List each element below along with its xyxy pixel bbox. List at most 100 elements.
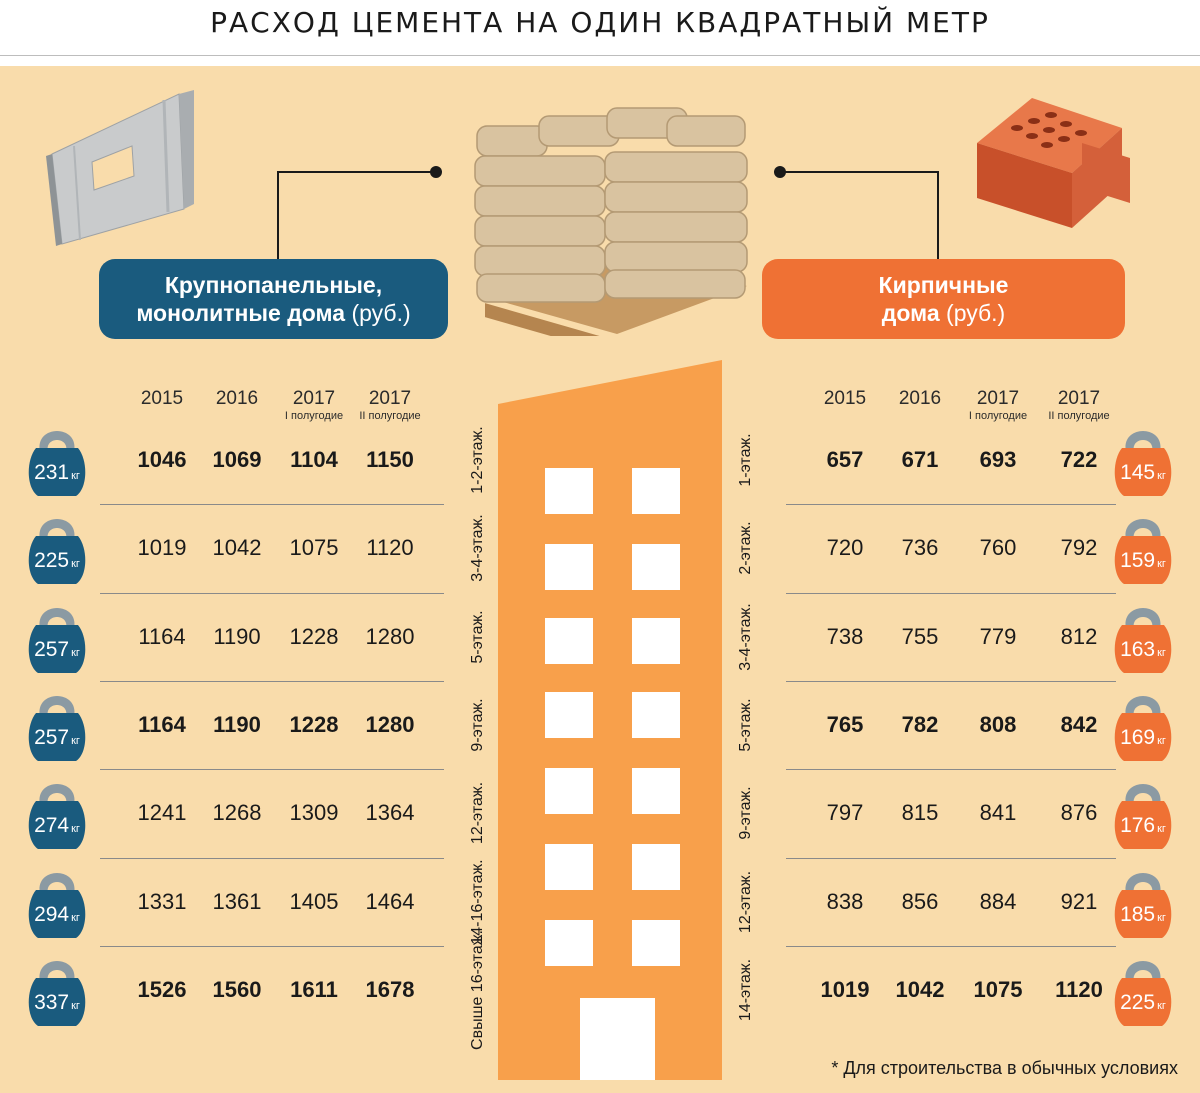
right-price-cell: 876 <box>1060 800 1098 826</box>
building-illustration <box>498 360 722 1080</box>
left-row-divider <box>100 857 444 859</box>
left-weight-badge: 337 кг <box>28 948 86 1026</box>
left-column-header: 2017 II полугодие <box>350 388 430 422</box>
right-weight-value: 169 кг <box>1114 726 1172 750</box>
column-year: 2017 <box>976 388 1020 409</box>
weight-number: 176 <box>1120 814 1156 838</box>
left-price-cell: 1150 <box>366 447 414 472</box>
left-floor-label: Свыше 16-этаж. <box>469 929 486 1050</box>
left-weight-value: 274 кг <box>28 814 86 838</box>
left-price-cell: 1241 <box>137 800 187 826</box>
left-price-cell: 1046 <box>137 447 187 472</box>
left-price-cell: 1526 <box>137 976 187 1002</box>
title-divider <box>0 55 1200 56</box>
left-price-cell: 1042 <box>212 535 262 561</box>
weight-number: 257 <box>34 637 70 661</box>
kettlebell-icon <box>28 695 86 761</box>
weight-unit: кг <box>1157 823 1166 836</box>
kettlebell-icon <box>1114 784 1172 850</box>
brick-houses-label: Кирпичные дома (руб.) <box>762 259 1125 339</box>
left-column-header: 2017 I полугодие <box>274 388 354 422</box>
left-row-divider <box>100 945 444 947</box>
right-price-cell: 1019 <box>820 976 870 1002</box>
left-floor-label: 1-2-этаж. <box>469 426 486 494</box>
left-price-cell: 1611 <box>290 976 338 1002</box>
right-price-cell: 779 <box>979 623 1017 649</box>
left-price-cell: 1104 <box>290 447 338 472</box>
weight-unit: кг <box>1157 999 1166 1012</box>
left-weight-badge: 274 кг <box>28 771 86 850</box>
left-price-cell: 1280 <box>365 711 415 737</box>
left-price-cell: 1331 <box>137 888 187 914</box>
left-weight-value: 294 кг <box>28 903 86 927</box>
right-price-cell: 842 <box>1060 711 1098 737</box>
right-price-cell: 760 <box>979 535 1017 561</box>
left-price-cell: 1069 <box>212 447 262 472</box>
weight-unit: кг <box>1157 470 1166 482</box>
left-column-header: 2015 <box>122 388 202 409</box>
right-weight-badge: 163 кг <box>1114 595 1172 673</box>
right-row-divider <box>786 680 1116 682</box>
panel-houses-label-line2: монолитные дома <box>136 300 346 326</box>
column-year: 2016 <box>898 388 942 409</box>
weight-number: 231 <box>34 461 70 484</box>
weight-number: 159 <box>1120 549 1156 573</box>
right-price-cell: 884 <box>979 888 1017 914</box>
right-weight-badge: 145 кг <box>1114 418 1172 496</box>
brick-houses-unit: (руб.) <box>946 300 1006 326</box>
brick-houses-label-line1: Кирпичные <box>878 272 1009 298</box>
right-weight-value: 163 кг <box>1114 638 1172 662</box>
cement-bags-icon <box>474 107 748 336</box>
right-price-cell: 797 <box>826 800 864 826</box>
left-price-cell: 1678 <box>365 976 415 1002</box>
column-year: 2015 <box>140 388 184 409</box>
left-price-cell: 1361 <box>212 888 262 914</box>
kettlebell-icon <box>1114 431 1172 496</box>
right-price-cell: 738 <box>826 623 864 649</box>
kettlebell-icon <box>28 784 86 850</box>
right-price-cell: 1120 <box>1055 976 1103 1002</box>
kettlebell-icon <box>1114 872 1172 938</box>
right-price-cell: 736 <box>901 535 939 561</box>
page-title: РАСХОД ЦЕМЕНТА НА ОДИН КВАДРАТНЫЙ МЕТР <box>210 6 990 39</box>
right-weight-badge: 159 кг <box>1114 506 1172 585</box>
weight-unit: кг <box>71 558 80 571</box>
left-price-cell: 1309 <box>289 800 339 826</box>
right-weight-badge: 176 кг <box>1114 771 1172 850</box>
left-row-divider <box>100 504 444 506</box>
right-weight-value: 176 кг <box>1114 814 1172 838</box>
right-price-cell: 755 <box>901 623 939 649</box>
weight-unit: кг <box>71 646 80 659</box>
left-weight-value: 225 кг <box>28 549 86 573</box>
left-weight-value: 337 кг <box>28 991 86 1015</box>
left-weight-value: 257 кг <box>28 726 86 750</box>
column-subtitle: I полугодие <box>284 410 344 422</box>
column-subtitle: I полугодие <box>968 410 1028 422</box>
right-weight-badge: 185 кг <box>1114 860 1172 938</box>
weight-number: 163 <box>1120 637 1156 661</box>
kettlebell-icon <box>1114 695 1172 761</box>
right-row-divider <box>786 769 1116 771</box>
left-price-cell: 1075 <box>289 535 339 561</box>
right-floor-label: 5-этаж. <box>737 698 754 752</box>
left-price-cell: 1280 <box>365 623 415 649</box>
right-floor-label: 2-этаж. <box>737 521 754 575</box>
weight-number: 185 <box>1120 902 1156 926</box>
kettlebell-icon <box>1114 960 1172 1026</box>
weight-unit: кг <box>1157 911 1166 924</box>
right-weight-badge: 169 кг <box>1114 683 1172 761</box>
left-weight-badge: 257 кг <box>28 595 86 673</box>
column-year: 2017 <box>292 388 336 409</box>
right-price-cell: 808 <box>979 711 1017 737</box>
left-price-cell: 1019 <box>137 535 187 561</box>
right-floor-label: 3-4-этаж. <box>737 602 754 671</box>
column-year: 2017 <box>368 388 412 409</box>
left-price-cell: 1228 <box>289 623 339 649</box>
left-row-divider <box>100 769 444 771</box>
left-row-divider <box>100 680 444 682</box>
column-subtitle: II полугодие <box>1048 410 1110 422</box>
kettlebell-icon <box>1114 607 1172 673</box>
right-price-cell: 657 <box>826 447 864 472</box>
right-column-header: 2016 <box>880 388 960 409</box>
